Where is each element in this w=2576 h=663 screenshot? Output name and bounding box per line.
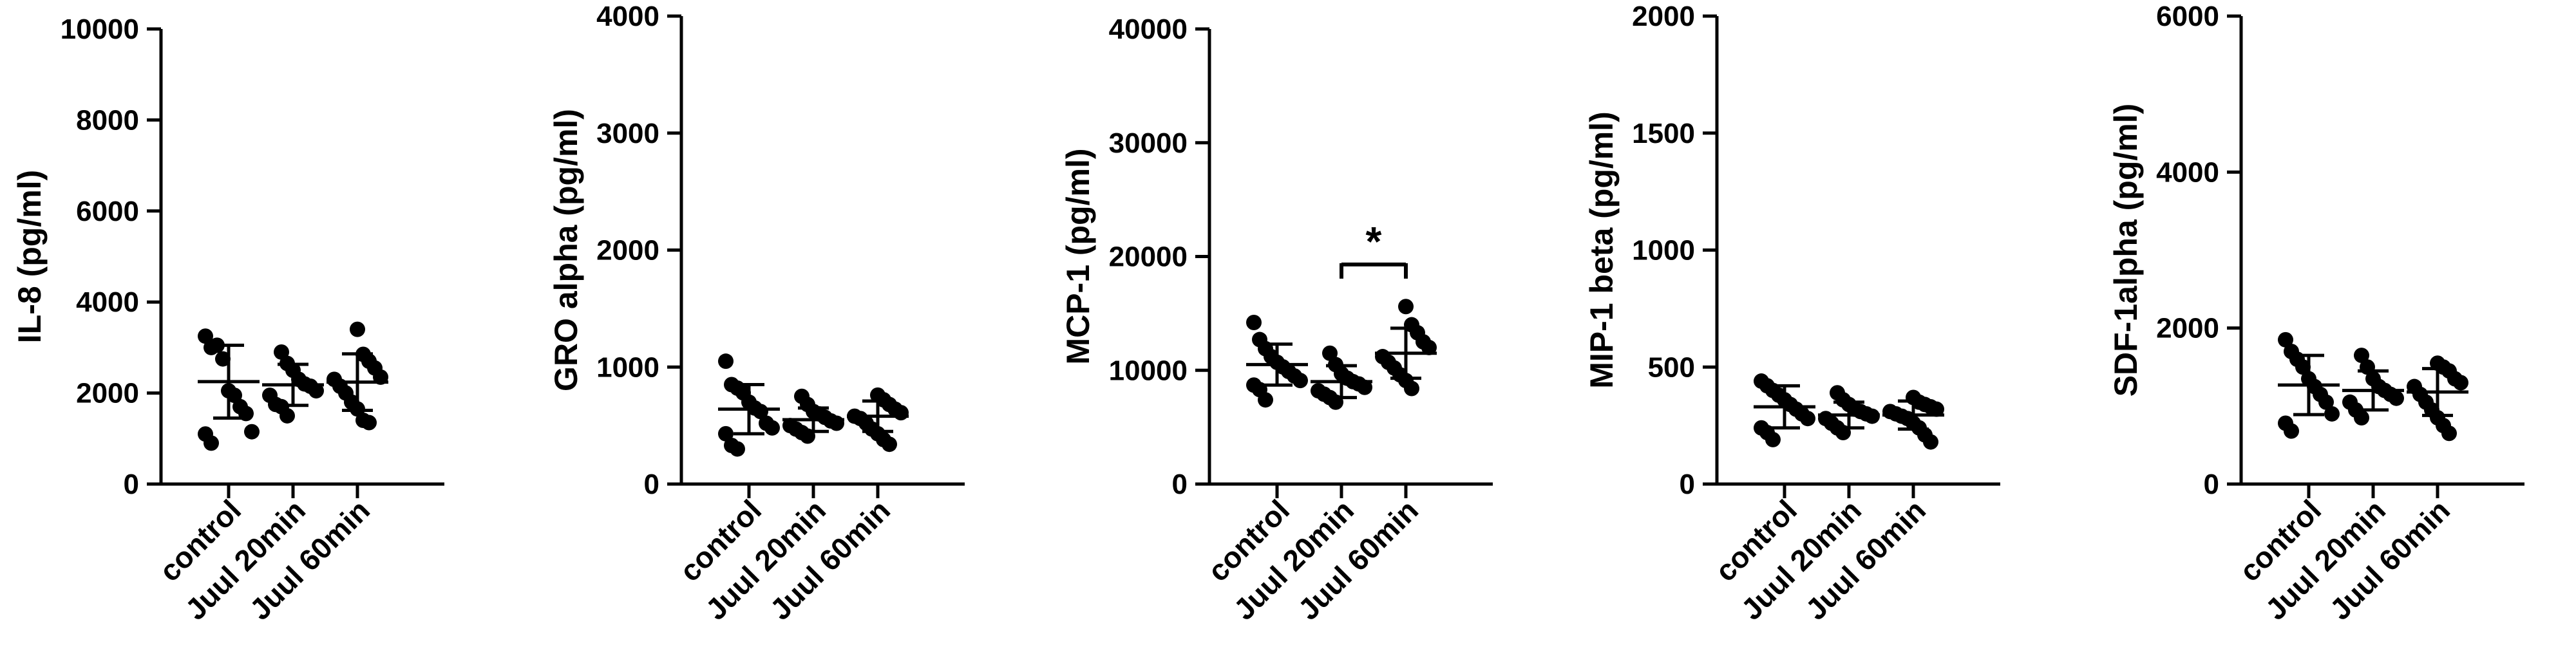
y-tick-label: 0 bbox=[124, 469, 139, 500]
data-point bbox=[718, 425, 734, 442]
data-point bbox=[2389, 390, 2404, 406]
data-point bbox=[244, 424, 260, 440]
data-point bbox=[882, 436, 897, 453]
y-tick-label: 4000 bbox=[596, 1, 659, 32]
y-tick-label: 2000 bbox=[2156, 313, 2219, 344]
data-point bbox=[2295, 359, 2311, 375]
data-point bbox=[2354, 410, 2369, 426]
data-point bbox=[730, 441, 745, 457]
data-point bbox=[2318, 394, 2334, 410]
data-point bbox=[2324, 406, 2340, 422]
y-tick-label: 0 bbox=[1172, 469, 1188, 500]
y-tick-label: 0 bbox=[1680, 469, 1695, 500]
y-tick-label: 4000 bbox=[2156, 156, 2219, 188]
data-point bbox=[1398, 299, 1414, 315]
y-tick-label: 8000 bbox=[76, 104, 139, 136]
data-point bbox=[1923, 434, 1938, 450]
data-point bbox=[1404, 380, 1419, 397]
data-point bbox=[1800, 411, 1815, 427]
y-axis-title: SDF-1alpha (pg/ml) bbox=[2108, 104, 2144, 397]
y-tick-label: 1000 bbox=[1632, 235, 1695, 266]
y-tick-label: 10000 bbox=[61, 14, 139, 45]
data-point bbox=[893, 405, 909, 421]
y-tick-label: 40000 bbox=[1109, 14, 1188, 45]
data-point bbox=[361, 415, 377, 431]
y-tick-label: 10000 bbox=[1109, 355, 1188, 386]
y-axis-title: IL-8 (pg/ml) bbox=[12, 170, 48, 343]
data-point bbox=[829, 415, 844, 431]
data-point bbox=[764, 420, 780, 436]
y-tick-label: 2000 bbox=[1632, 1, 1695, 32]
data-point bbox=[274, 344, 289, 360]
y-tick-label: 500 bbox=[1648, 351, 1695, 383]
data-point bbox=[198, 328, 213, 344]
data-point bbox=[1421, 339, 1437, 355]
y-tick-label: 1000 bbox=[596, 351, 659, 383]
data-point bbox=[227, 388, 242, 404]
data-point bbox=[1293, 373, 1308, 389]
data-point bbox=[1357, 379, 1372, 395]
data-point bbox=[1258, 392, 1273, 408]
data-point bbox=[2441, 425, 2457, 442]
data-point bbox=[1929, 401, 1944, 417]
significance-star: * bbox=[1366, 218, 1382, 265]
data-point bbox=[2453, 375, 2468, 391]
y-tick-label: 20000 bbox=[1109, 241, 1188, 273]
data-point bbox=[215, 351, 231, 367]
data-point bbox=[2278, 332, 2293, 348]
y-tick-label: 0 bbox=[644, 469, 659, 500]
y-tick-label: 1500 bbox=[1632, 118, 1695, 149]
y-tick-label: 2000 bbox=[76, 378, 139, 409]
y-tick-label: 6000 bbox=[76, 196, 139, 227]
data-point bbox=[1765, 431, 1781, 447]
data-point bbox=[2284, 423, 2299, 439]
y-tick-label: 0 bbox=[2204, 469, 2219, 500]
data-point bbox=[718, 353, 734, 369]
data-point bbox=[279, 407, 295, 424]
y-axis-title: MIP-1 beta (pg/ml) bbox=[1584, 111, 1620, 389]
data-point bbox=[1322, 345, 1338, 361]
y-tick-label: 2000 bbox=[596, 235, 659, 266]
data-point bbox=[2354, 348, 2369, 364]
data-point bbox=[308, 383, 324, 399]
y-tick-label: 30000 bbox=[1109, 127, 1188, 159]
y-tick-label: 6000 bbox=[2156, 1, 2219, 32]
y-tick-label: 3000 bbox=[596, 118, 659, 149]
y-axis-title: GRO alpha (pg/ml) bbox=[548, 109, 584, 391]
y-axis-title: MCP-1 (pg/ml) bbox=[1060, 148, 1096, 364]
y-tick-label: 4000 bbox=[76, 286, 139, 318]
data-point bbox=[1246, 315, 1262, 331]
data-point bbox=[350, 321, 365, 337]
data-point bbox=[204, 435, 219, 451]
